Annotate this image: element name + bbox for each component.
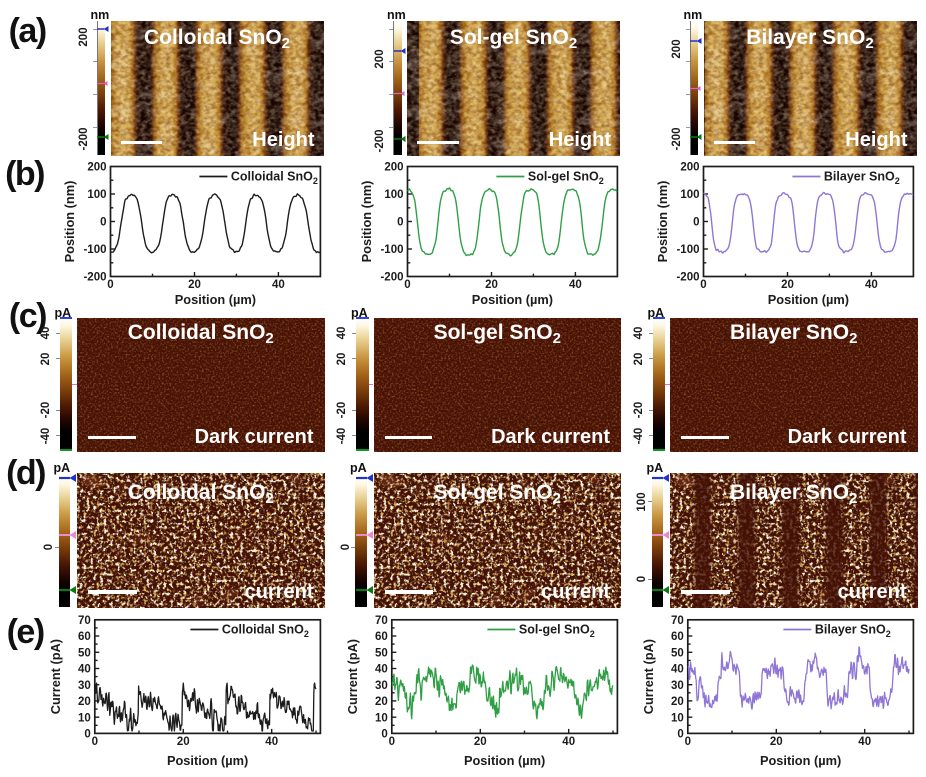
svg-text:Position (µm): Position (µm)	[760, 753, 841, 768]
svg-text:Position (µm): Position (µm)	[175, 292, 256, 307]
svg-text:0: 0	[636, 576, 648, 582]
svg-text:0: 0	[100, 217, 106, 229]
svg-text:20: 20	[177, 736, 190, 748]
svg-text:100: 100	[636, 492, 648, 511]
svg-text:40: 40	[671, 664, 684, 676]
svg-text:40: 40	[858, 736, 871, 748]
svg-text:0: 0	[685, 736, 691, 748]
svg-text:40: 40	[569, 279, 582, 291]
svg-text:-100: -100	[676, 244, 699, 256]
svg-text:30: 30	[671, 680, 684, 692]
svg-text:Position (µm): Position (µm)	[471, 292, 552, 307]
svg-text:-200: -200	[676, 272, 699, 284]
svg-text:30: 30	[375, 680, 388, 692]
svg-text:20: 20	[336, 352, 348, 365]
svg-text:Position (nm): Position (nm)	[359, 181, 374, 263]
svg-text:Colloidal SnO2: Colloidal SnO2	[231, 170, 318, 187]
svg-text:30: 30	[78, 680, 91, 692]
svg-text:40: 40	[336, 327, 348, 340]
svg-text:Position (µm): Position (µm)	[768, 292, 849, 307]
svg-text:-100: -100	[380, 244, 403, 256]
svg-text:60: 60	[78, 631, 91, 643]
svg-text:10: 10	[671, 712, 684, 724]
svg-text:10: 10	[78, 712, 91, 724]
svg-text:-40: -40	[336, 427, 348, 444]
svg-text:50: 50	[375, 648, 388, 660]
svg-text:40: 40	[272, 279, 285, 291]
svg-text:200: 200	[671, 39, 683, 58]
svg-text:0: 0	[43, 544, 55, 550]
svg-text:40: 40	[865, 279, 878, 291]
svg-text:20: 20	[375, 696, 388, 708]
svg-text:-200: -200	[671, 128, 683, 151]
svg-text:0: 0	[381, 729, 387, 741]
svg-text:40: 40	[265, 736, 278, 748]
svg-text:40: 40	[375, 664, 388, 676]
svg-text:0: 0	[693, 217, 699, 229]
svg-text:-200: -200	[374, 130, 386, 153]
svg-text:-40: -40	[40, 427, 52, 444]
svg-text:20: 20	[633, 352, 645, 365]
svg-text:0: 0	[677, 729, 683, 741]
svg-text:Position (µm): Position (µm)	[167, 753, 248, 768]
svg-text:Sol-gel SnO2: Sol-gel SnO2	[527, 170, 603, 187]
svg-text:200: 200	[680, 162, 699, 174]
svg-text:60: 60	[671, 631, 684, 643]
svg-text:100: 100	[680, 189, 699, 201]
svg-text:10: 10	[375, 712, 388, 724]
svg-text:-20: -20	[40, 402, 52, 419]
svg-text:100: 100	[384, 189, 403, 201]
svg-text:Current (pA): Current (pA)	[345, 639, 360, 714]
svg-text:-200: -200	[380, 272, 403, 284]
svg-text:40: 40	[562, 736, 575, 748]
svg-text:60: 60	[375, 631, 388, 643]
svg-text:100: 100	[87, 189, 106, 201]
svg-text:Current (pA): Current (pA)	[641, 639, 656, 714]
svg-text:0: 0	[700, 279, 706, 291]
svg-text:0: 0	[84, 729, 90, 741]
svg-text:0: 0	[404, 279, 410, 291]
svg-text:40: 40	[40, 327, 52, 340]
svg-text:200: 200	[87, 162, 106, 174]
svg-text:20: 20	[781, 279, 794, 291]
svg-text:70: 70	[375, 615, 388, 627]
svg-text:20: 20	[671, 696, 684, 708]
svg-text:200: 200	[384, 162, 403, 174]
svg-text:70: 70	[671, 615, 684, 627]
svg-text:50: 50	[671, 648, 684, 660]
svg-text:50: 50	[78, 648, 91, 660]
svg-text:-20: -20	[336, 402, 348, 419]
svg-text:0: 0	[340, 544, 352, 550]
svg-text:0: 0	[388, 736, 394, 748]
svg-text:200: 200	[374, 49, 386, 68]
svg-text:40: 40	[78, 664, 91, 676]
svg-text:0: 0	[107, 279, 113, 291]
svg-text:-20: -20	[633, 402, 645, 419]
svg-text:20: 20	[485, 279, 498, 291]
svg-text:20: 20	[473, 736, 486, 748]
svg-text:70: 70	[78, 615, 91, 627]
svg-text:20: 20	[40, 352, 52, 365]
svg-text:20: 20	[770, 736, 783, 748]
svg-text:0: 0	[397, 217, 403, 229]
svg-text:Bilayer SnO2: Bilayer SnO2	[824, 170, 900, 187]
svg-text:Position (µm): Position (µm)	[463, 753, 544, 768]
svg-text:200: 200	[78, 27, 90, 46]
svg-text:-40: -40	[633, 427, 645, 444]
svg-text:Colloidal SnO2: Colloidal SnO2	[222, 623, 309, 640]
svg-text:Sol-gel SnO2: Sol-gel SnO2	[518, 623, 594, 640]
svg-text:-100: -100	[83, 244, 106, 256]
svg-text:Bilayer SnO2: Bilayer SnO2	[815, 623, 891, 640]
svg-text:-200: -200	[78, 128, 90, 151]
svg-text:-200: -200	[83, 272, 106, 284]
svg-text:20: 20	[188, 279, 201, 291]
svg-text:Current (pA): Current (pA)	[48, 639, 63, 714]
svg-text:20: 20	[78, 696, 91, 708]
svg-text:40: 40	[633, 327, 645, 340]
svg-text:Position (nm): Position (nm)	[62, 181, 77, 263]
svg-text:Position (nm): Position (nm)	[655, 181, 670, 263]
svg-text:0: 0	[92, 736, 98, 748]
